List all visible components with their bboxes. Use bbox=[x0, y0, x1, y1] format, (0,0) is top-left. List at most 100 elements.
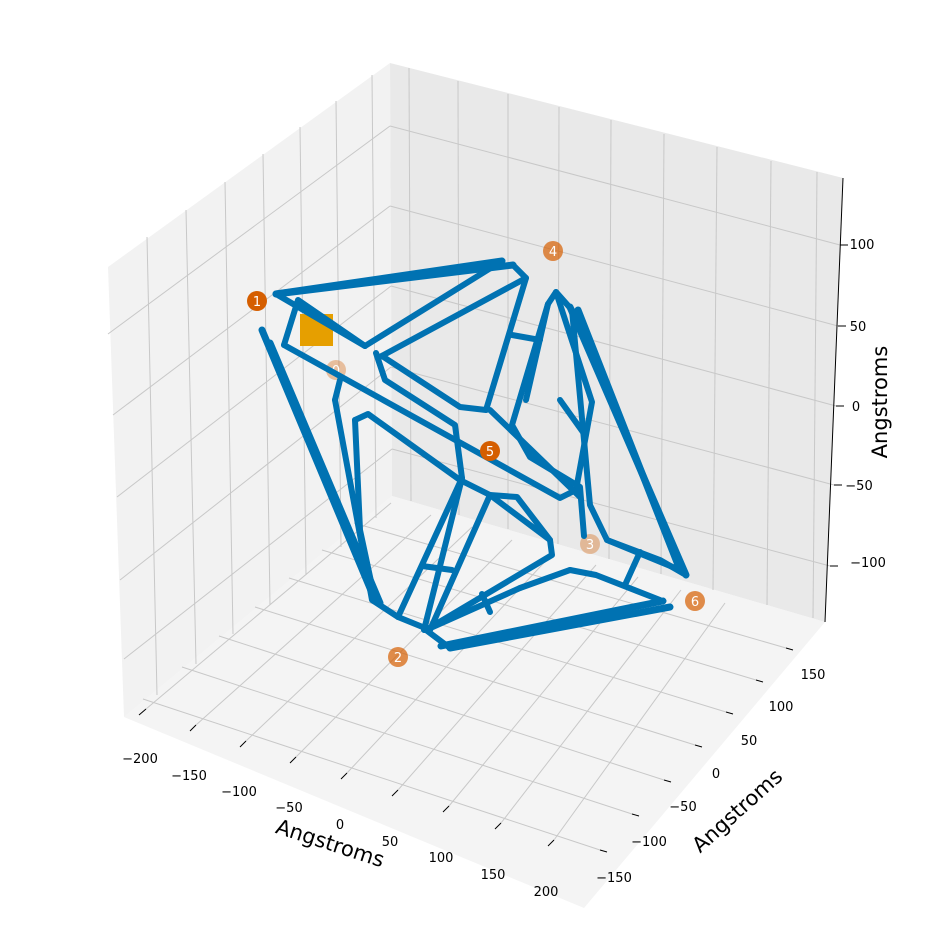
y-tick-label: −100 bbox=[631, 835, 667, 850]
x-tick bbox=[494, 822, 502, 830]
z-axis-title: Angstroms bbox=[868, 346, 892, 459]
grid-line bbox=[119, 366, 392, 581]
y-tick-label: −150 bbox=[596, 871, 632, 886]
y-axis-title: Angstroms bbox=[687, 764, 787, 857]
edge bbox=[352, 417, 378, 603]
edge bbox=[487, 492, 553, 543]
x-axis-title: Angstroms bbox=[273, 815, 388, 873]
vertex-label: 4 bbox=[549, 245, 557, 260]
grid-line bbox=[299, 126, 307, 576]
grid-line bbox=[195, 514, 432, 726]
vertex-dot bbox=[580, 534, 600, 554]
grid-line bbox=[218, 635, 665, 781]
vertex-marker: 2 bbox=[388, 647, 408, 667]
edge bbox=[509, 301, 587, 539]
grid-line bbox=[254, 606, 696, 746]
grid-line bbox=[390, 366, 835, 486]
grid-line bbox=[408, 67, 412, 502]
y-tick-label: 150 bbox=[801, 668, 826, 683]
thick-edge bbox=[446, 603, 674, 652]
grid-line bbox=[185, 209, 197, 665]
grid-line bbox=[766, 160, 772, 606]
x-tick-label: 0 bbox=[336, 818, 344, 833]
left-pane bbox=[108, 63, 392, 717]
z-tick-labels: −100 −50 0 50 100 bbox=[845, 238, 886, 571]
grid-line bbox=[262, 153, 271, 606]
grid-line bbox=[812, 171, 818, 619]
x-tick-label: −200 bbox=[122, 752, 158, 767]
tick-marks bbox=[138, 177, 848, 853]
grid-line bbox=[116, 285, 392, 498]
vertex-label: 3 bbox=[586, 538, 594, 553]
x-tick-label: 100 bbox=[429, 851, 454, 866]
edge bbox=[332, 377, 343, 403]
grid-line bbox=[500, 589, 682, 824]
edge bbox=[423, 627, 453, 651]
edge bbox=[604, 537, 689, 578]
vertex-label: 5 bbox=[486, 445, 494, 460]
y-tick-label: 0 bbox=[712, 767, 720, 782]
vertex-dot bbox=[388, 647, 408, 667]
vertex-dot bbox=[685, 591, 705, 611]
edge bbox=[419, 563, 455, 573]
z-tick-label: −50 bbox=[845, 479, 872, 494]
grid-line bbox=[390, 285, 837, 407]
grid-line bbox=[224, 181, 234, 635]
y-tick bbox=[631, 813, 640, 817]
edge bbox=[281, 297, 368, 349]
y-tick bbox=[785, 647, 794, 651]
z-tick-label: 0 bbox=[852, 400, 860, 415]
x-tick bbox=[340, 772, 348, 780]
x-tick bbox=[442, 805, 450, 813]
vertex-markers-front: 1 2 4 5 6 bbox=[247, 241, 705, 667]
grid-line bbox=[389, 125, 841, 246]
x-tick-label: 50 bbox=[382, 835, 399, 850]
edge bbox=[622, 549, 643, 588]
x-tick bbox=[547, 839, 555, 847]
thick-edge bbox=[272, 261, 517, 298]
grid-line bbox=[389, 205, 839, 327]
x-tick-label: −150 bbox=[171, 769, 207, 784]
grid-line bbox=[335, 100, 342, 548]
grid-line bbox=[112, 205, 391, 416]
x-tick-label: 200 bbox=[534, 885, 559, 900]
thick-edge bbox=[437, 597, 667, 650]
grid-line bbox=[146, 236, 158, 696]
thick-edge bbox=[574, 306, 684, 574]
y-tick bbox=[599, 849, 608, 853]
x-tick bbox=[289, 756, 297, 764]
edge bbox=[557, 397, 588, 438]
y-tick-label: 50 bbox=[741, 734, 758, 749]
grid-line bbox=[142, 698, 601, 851]
x-tick bbox=[239, 740, 247, 748]
edge bbox=[509, 332, 543, 343]
grid-line bbox=[397, 564, 597, 791]
edge bbox=[421, 475, 465, 633]
x-tick-labels: −200 −150 −100 −50 0 50 100 150 200 bbox=[122, 752, 558, 900]
vertex-marker: 3 bbox=[580, 534, 600, 554]
vertex-marker: 5 bbox=[480, 441, 500, 461]
wireframe-edges bbox=[258, 257, 690, 652]
grid-line bbox=[107, 125, 391, 335]
z-tick-label: −100 bbox=[850, 556, 886, 571]
edge bbox=[487, 407, 583, 500]
edge bbox=[517, 567, 573, 591]
grid-line bbox=[608, 119, 612, 560]
back-pane bbox=[390, 63, 843, 622]
grid-line bbox=[391, 448, 831, 567]
vertex-marker: 1 bbox=[247, 291, 267, 311]
grid-line bbox=[321, 549, 757, 681]
vertex-dot bbox=[543, 241, 563, 261]
edge bbox=[352, 411, 463, 483]
grid-line bbox=[712, 146, 718, 591]
x-tick bbox=[138, 708, 147, 716]
vertex-label: 1 bbox=[253, 295, 261, 310]
vertex-label: 2 bbox=[394, 651, 402, 666]
y-tick-label: 100 bbox=[769, 700, 794, 715]
vertex-marker: 6 bbox=[685, 591, 705, 611]
grid-line bbox=[353, 522, 787, 649]
y-tick-labels: −150 −100 −50 0 50 100 150 bbox=[596, 668, 825, 886]
edge bbox=[457, 477, 493, 498]
x-tick-label: 150 bbox=[481, 868, 506, 883]
